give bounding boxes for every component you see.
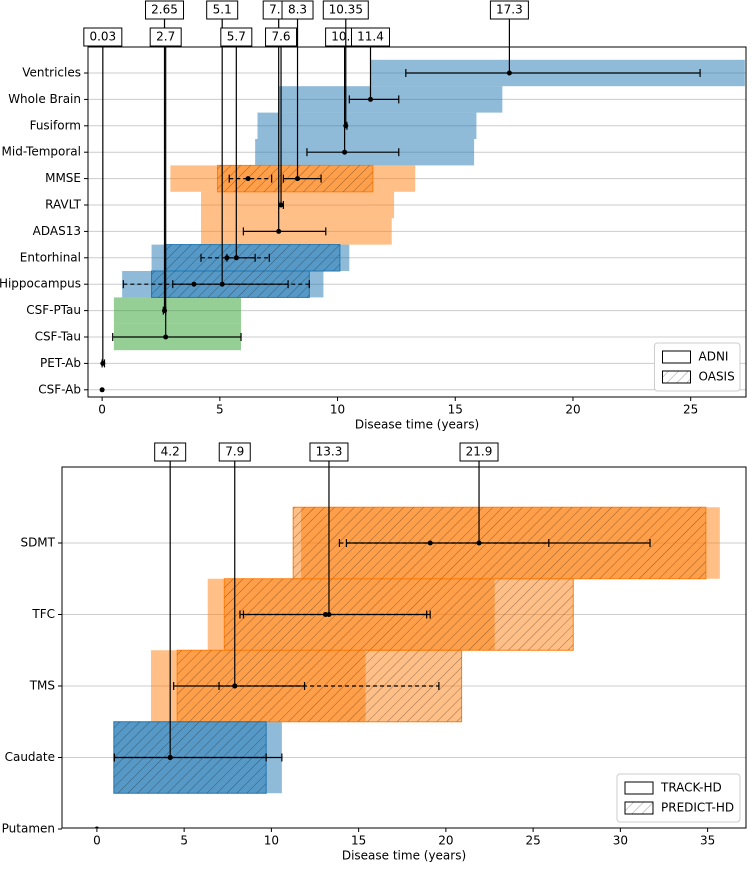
annotation-box — [281, 0, 314, 20]
y-tick-label: Fusiform — [30, 118, 81, 132]
annotation-label: 11.4 — [357, 30, 384, 44]
center-dot — [245, 176, 251, 182]
bar — [201, 191, 395, 219]
y-tick-label: SDMT — [20, 536, 55, 550]
x-tick-label: 0 — [98, 403, 106, 417]
x-tick-label: 10 — [330, 403, 345, 417]
annotation-label: 4.2 — [161, 445, 180, 459]
y-tick-label: PET-Ab — [40, 356, 81, 370]
plot-area — [62, 506, 746, 828]
annotation-box — [83, 27, 123, 47]
annotation-label: 5.7 — [227, 30, 246, 44]
y-tick-label: CSF-Ab — [38, 382, 81, 396]
y-tick-label: Putamen — [2, 822, 55, 836]
annotation-label: 0.03 — [89, 30, 116, 44]
y-tick-label: Ventricles — [22, 66, 81, 80]
axes-frame — [61, 466, 747, 829]
x-tick-label: 10 — [264, 834, 279, 848]
legend-swatch — [624, 781, 654, 795]
x-tick-label: 5 — [180, 834, 188, 848]
annotation-label: 2.65 — [151, 3, 178, 17]
annotation-box — [322, 0, 369, 20]
center-dot — [191, 281, 197, 287]
annotation-box — [145, 0, 185, 20]
annotation-box — [149, 27, 182, 47]
annotation-box — [351, 27, 391, 47]
x-axis-label: Disease time (years) — [355, 418, 479, 432]
annotation-label: 2.7 — [156, 30, 175, 44]
annotation-box — [265, 27, 298, 47]
y-tick-label: MMSE — [45, 171, 81, 185]
bar — [257, 112, 477, 139]
annotation-box — [459, 442, 499, 462]
x-tick-label: 30 — [613, 834, 628, 848]
annotation-box — [309, 442, 349, 462]
y-tick-label: TFC — [31, 607, 55, 621]
x-tick-label: 25 — [525, 834, 540, 848]
x-axis-label: Disease time (years) — [342, 849, 466, 863]
y-tick-label: TMS — [29, 679, 55, 693]
center-dot — [322, 612, 328, 617]
y-tick-label: Whole Brain — [8, 92, 81, 106]
y-tick-label: Mid-Temporal — [2, 145, 81, 159]
annotation-label: 17.3 — [496, 3, 523, 17]
x-tick-label: 15 — [351, 834, 366, 848]
annotation-box — [206, 0, 239, 20]
annotation-label: 8.3 — [288, 3, 307, 17]
annotation-box — [154, 442, 187, 462]
legend-label: TRACK-HD — [660, 781, 722, 795]
bar — [113, 297, 242, 324]
legend-label: OASIS — [699, 370, 735, 384]
annotation-label: 5.1 — [213, 3, 232, 17]
y-tick-label: Hippocampus — [0, 277, 81, 291]
x-tick-label: 20 — [438, 834, 453, 848]
annotation-box — [489, 0, 529, 20]
legend-label: ADNI — [699, 350, 729, 364]
legend-hatch — [625, 802, 653, 814]
axes-frame — [87, 46, 747, 398]
center-dot — [224, 255, 230, 261]
y-tick-label: CSF-Tau — [35, 330, 81, 344]
y-tick-label: ADAS13 — [33, 224, 81, 238]
plot-area — [88, 59, 746, 393]
legend-hatch — [662, 371, 691, 383]
annotation-label: 13.3 — [316, 445, 343, 459]
annotation-label: 21.9 — [466, 445, 493, 459]
center-dot — [99, 387, 105, 393]
annotation-box — [220, 27, 253, 47]
annotation-label: 7.9 — [225, 445, 244, 459]
y-tick-label: Caudate — [5, 750, 55, 764]
y-tick-label: CSF-PTau — [26, 303, 81, 317]
y-tick-label: RAVLT — [45, 198, 82, 212]
x-tick-label: 20 — [565, 403, 580, 417]
x-tick-label: 35 — [700, 834, 715, 848]
y-tick-label: Entorhinal — [20, 250, 81, 264]
annotation-label: 7.6 — [271, 30, 290, 44]
x-tick-label: 25 — [683, 403, 698, 417]
legend-swatch — [662, 350, 691, 364]
annotation-label: 10.35 — [329, 3, 363, 17]
x-tick-label: 15 — [448, 403, 463, 417]
center-dot — [427, 540, 433, 546]
x-tick-label: 0 — [93, 834, 101, 848]
annotation-box — [218, 442, 251, 462]
legend-label: PREDICT-HD — [661, 801, 734, 815]
x-tick-label: 5 — [216, 403, 224, 417]
